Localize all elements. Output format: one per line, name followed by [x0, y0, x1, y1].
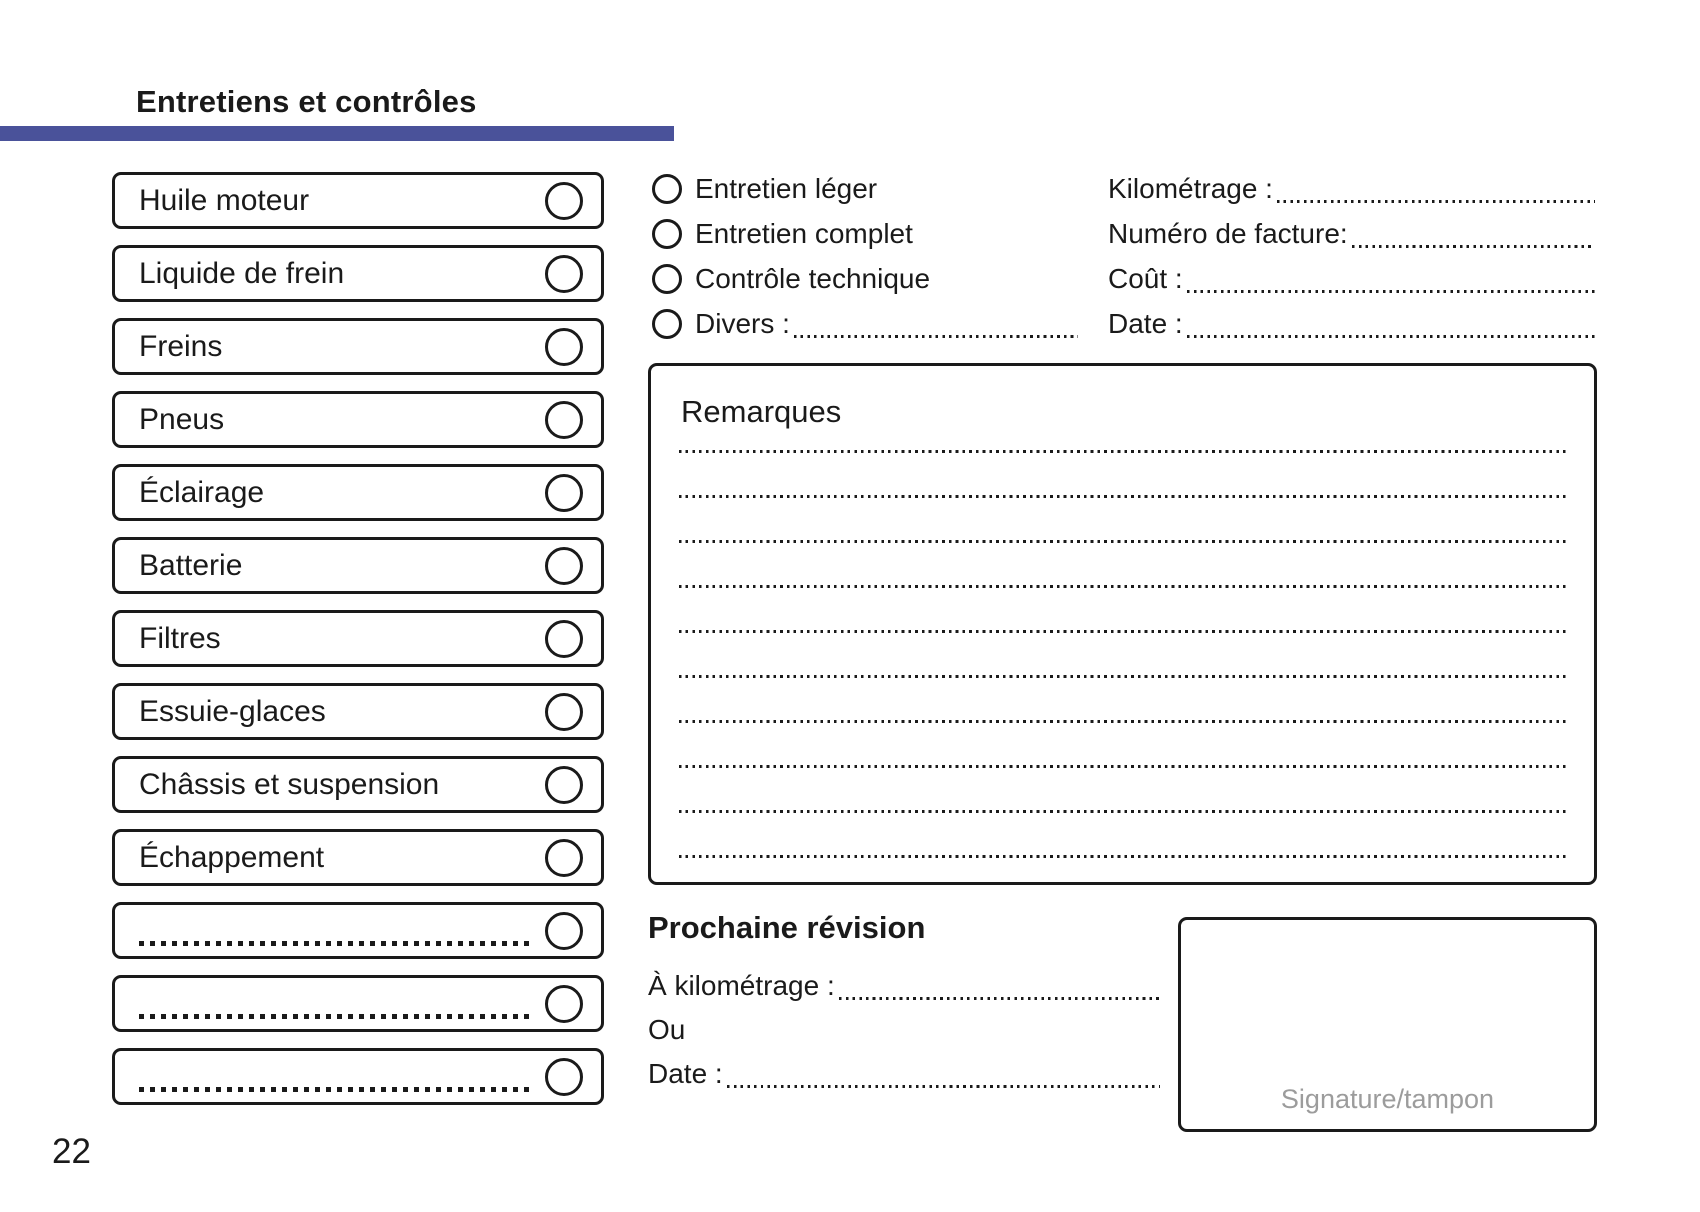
field-label: Numéro de facture:: [1108, 217, 1348, 249]
remarks-lines: [679, 408, 1566, 858]
signature-box[interactable]: Signature/tampon: [1178, 917, 1597, 1132]
check-circle[interactable]: [545, 400, 583, 439]
checklist-item-label: Huile moteur: [139, 183, 310, 217]
service-option-label: Divers :: [695, 307, 790, 339]
check-circle[interactable]: [545, 911, 583, 950]
check-circle[interactable]: [545, 181, 583, 220]
date-fill-line[interactable]: [1186, 335, 1595, 338]
field-label: Coût :: [1108, 262, 1183, 294]
field-row-cout: Coût :: [1108, 256, 1595, 301]
remark-write-line[interactable]: [679, 498, 1566, 543]
field-row-kilometrage: Kilométrage :: [1108, 166, 1595, 211]
checklist-item-label: Châssis et suspension: [139, 767, 440, 801]
check-circle[interactable]: [545, 692, 583, 731]
remark-write-line[interactable]: [679, 588, 1566, 633]
checklist-row-essuie-glaces: Essuie-glaces: [112, 683, 604, 740]
radio-circle[interactable]: [652, 218, 682, 249]
checklist-row-pneus: Pneus: [112, 391, 604, 448]
next-service-date-label: Date :: [648, 1058, 723, 1089]
kilometrage-fill-line[interactable]: [1276, 200, 1595, 203]
next-service-title: Prochaine révision: [648, 910, 926, 945]
signature-label: Signature/tampon: [1280, 1084, 1495, 1114]
checklist-row-blank-1: [112, 902, 604, 959]
next-service-date-fill-line[interactable]: [726, 1085, 1160, 1088]
remark-write-line[interactable]: [679, 453, 1566, 498]
invoice-fields: Kilométrage : Numéro de facture: Coût : …: [1108, 166, 1595, 346]
checklist-row-batterie: Batterie: [112, 537, 604, 594]
service-type-options: Entretien léger Entretien complet Contrô…: [652, 166, 1078, 346]
check-circle[interactable]: [545, 254, 583, 293]
next-service-section: Prochaine révision À kilométrage : Ou Da…: [648, 910, 1160, 1096]
page-title: Entretiens et contrôles: [136, 84, 477, 119]
check-circle[interactable]: [545, 473, 583, 512]
radio-circle[interactable]: [652, 263, 682, 294]
remark-write-line[interactable]: [679, 633, 1566, 678]
divers-fill-line[interactable]: [793, 335, 1078, 338]
checklist-row-blank-3: [112, 1048, 604, 1105]
checklist-row-echappement: Échappement: [112, 829, 604, 886]
blank-entry-dotted-line[interactable]: [139, 1087, 529, 1092]
checklist-row-blank-2: [112, 975, 604, 1032]
checklist-row-filtres: Filtres: [112, 610, 604, 667]
check-circle[interactable]: [545, 838, 583, 877]
remark-write-line[interactable]: [679, 408, 1566, 453]
service-option-label: Entretien léger: [695, 172, 878, 204]
check-circle[interactable]: [545, 1057, 583, 1096]
checklist-item-label: Liquide de frein: [139, 256, 345, 290]
checklist-item-label: Éclairage: [139, 475, 265, 509]
service-option-label: Contrôle technique: [695, 262, 931, 294]
remark-write-line[interactable]: [679, 768, 1566, 813]
field-row-numero-de-facture: Numéro de facture:: [1108, 211, 1595, 256]
checklist-item-label: Batterie: [139, 548, 243, 582]
numero-facture-fill-line[interactable]: [1351, 245, 1595, 248]
page-number: 22: [52, 1132, 91, 1171]
checklist-row-liquide-de-frein: Liquide de frein: [112, 245, 604, 302]
cout-fill-line[interactable]: [1186, 290, 1595, 293]
field-label: Date :: [1108, 307, 1183, 339]
next-service-km-row: À kilométrage :: [648, 964, 1160, 1008]
checklist-item-label: Échappement: [139, 840, 325, 874]
service-option-divers: Divers :: [652, 301, 1078, 346]
blank-entry-dotted-line[interactable]: [139, 941, 529, 946]
remark-write-line[interactable]: [679, 723, 1566, 768]
checklist-item-label: Essuie-glaces: [139, 694, 326, 728]
check-circle[interactable]: [545, 984, 583, 1023]
remark-write-line[interactable]: [679, 678, 1566, 723]
remark-write-line[interactable]: [679, 813, 1566, 858]
service-option-entretien-complet: Entretien complet: [652, 211, 1078, 256]
maintenance-checklist: Huile moteur Liquide de frein Freins Pne…: [112, 172, 604, 1121]
checklist-row-eclairage: Éclairage: [112, 464, 604, 521]
service-option-label: Entretien complet: [695, 217, 913, 249]
check-circle[interactable]: [545, 546, 583, 585]
radio-circle[interactable]: [652, 173, 682, 204]
checklist-item-label: Freins: [139, 329, 223, 363]
next-service-or-label: Ou: [648, 1014, 686, 1045]
checklist-item-label: Pneus: [139, 402, 225, 436]
service-option-entretien-leger: Entretien léger: [652, 166, 1078, 211]
remarks-box: Remarques: [648, 363, 1597, 885]
radio-circle[interactable]: [652, 308, 682, 339]
checklist-row-chassis-et-suspension: Châssis et suspension: [112, 756, 604, 813]
remark-write-line[interactable]: [679, 543, 1566, 588]
field-label: Kilométrage :: [1108, 172, 1273, 204]
next-service-date-row: Date :: [648, 1052, 1160, 1096]
next-service-or-row: Ou: [648, 1008, 1160, 1052]
check-circle[interactable]: [545, 619, 583, 658]
next-service-km-label: À kilométrage :: [648, 970, 835, 1001]
field-row-date: Date :: [1108, 301, 1595, 346]
blank-entry-dotted-line[interactable]: [139, 1014, 529, 1019]
checklist-row-huile-moteur: Huile moteur: [112, 172, 604, 229]
check-circle[interactable]: [545, 327, 583, 366]
checklist-item-label: Filtres: [139, 621, 221, 655]
checklist-row-freins: Freins: [112, 318, 604, 375]
service-option-controle-technique: Contrôle technique: [652, 256, 1078, 301]
title-underline-bar: [0, 126, 674, 141]
check-circle[interactable]: [545, 765, 583, 804]
next-service-km-fill-line[interactable]: [838, 997, 1160, 1000]
